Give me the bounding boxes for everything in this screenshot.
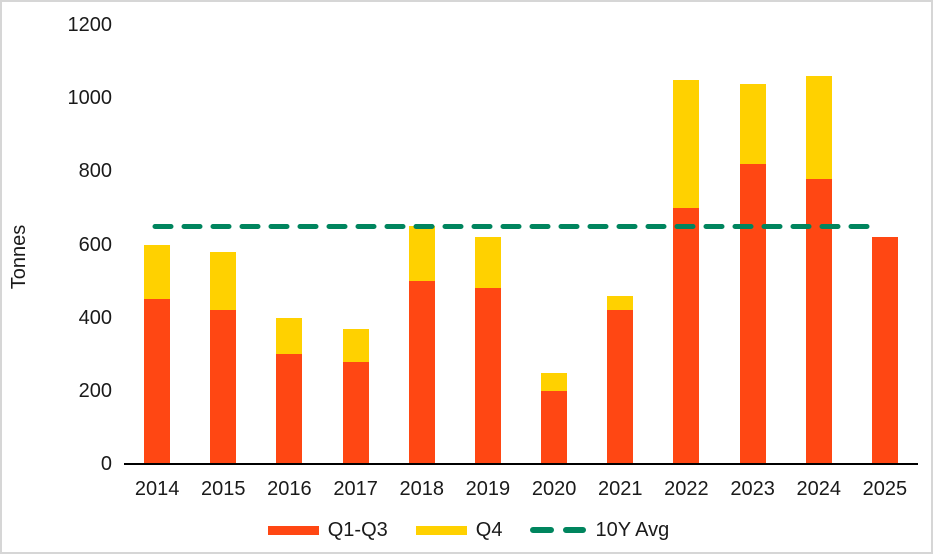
avg-line-swatch-icon — [530, 527, 587, 533]
legend-label-q4: Q4 — [475, 519, 503, 541]
x-axis-label-2022: 2022 — [664, 478, 709, 500]
bar-segment-q1-q3-2024 — [805, 178, 832, 464]
bar-segment-q4-2015 — [210, 251, 237, 311]
legend-label-10y-avg: 10Y Avg — [595, 519, 670, 541]
bar-segment-q1-q3-2017 — [342, 361, 369, 464]
x-axis-label-2015: 2015 — [201, 478, 246, 500]
bar-segment-q4-2018 — [408, 226, 435, 282]
q1-q3-swatch-icon — [267, 525, 319, 535]
legend-item-10y-avg: 10Y Avg — [530, 519, 669, 541]
y-tick-label-600: 600 — [78, 233, 112, 256]
y-tick-label-200: 200 — [78, 379, 112, 402]
q4-swatch-icon — [415, 525, 467, 535]
legend-item-q1-q3: Q1-Q3 — [267, 519, 388, 541]
bar-segment-q1-q3-2018 — [408, 281, 435, 464]
legend: Q1-Q3 Q4 10Y Avg — [2, 516, 931, 544]
bar-segment-q4-2016 — [276, 317, 303, 355]
ten-year-average-line — [152, 223, 873, 229]
x-axis-label-2019: 2019 — [465, 478, 511, 500]
bar-segment-q1-q3-2025 — [871, 237, 898, 464]
bar-segment-q4-2022 — [673, 79, 700, 208]
y-tick-label-800: 800 — [78, 160, 112, 183]
y-tick-label-1000: 1000 — [67, 87, 113, 110]
bar-segment-q1-q3-2019 — [474, 288, 501, 464]
bar-segment-q1-q3-2022 — [673, 207, 700, 464]
x-axis-label-2018: 2018 — [399, 478, 445, 500]
bar-segment-q1-q3-2021 — [607, 310, 634, 464]
bar-segment-q1-q3-2020 — [541, 390, 568, 464]
y-tick-label-0: 0 — [100, 453, 112, 475]
bar-segment-q4-2024 — [805, 76, 832, 179]
x-axis-label-2017: 2017 — [333, 478, 378, 500]
x-axis-label-2020: 2020 — [531, 478, 577, 500]
x-axis-label-2016: 2016 — [267, 478, 312, 500]
bar-segment-q1-q3-2023 — [739, 164, 766, 464]
y-axis-title: Tonnes — [7, 224, 30, 290]
bar-segment-q4-2017 — [342, 328, 369, 362]
x-axis-label-2023: 2023 — [730, 478, 775, 500]
bar-segment-q1-q3-2016 — [276, 354, 303, 464]
x-axis-label-2021: 2021 — [598, 478, 643, 500]
legend-label-q1-q3: Q1-Q3 — [327, 519, 388, 541]
bar-segment-q1-q3-2014 — [144, 299, 171, 464]
bar-segment-q4-2020 — [541, 372, 568, 391]
y-tick-label-400: 400 — [78, 306, 112, 329]
bar-segment-q4-2021 — [607, 295, 634, 311]
x-axis-label-2024: 2024 — [796, 478, 842, 500]
x-axis-label-2014: 2014 — [134, 478, 180, 500]
x-axis-line — [124, 463, 918, 465]
bar-segment-q1-q3-2015 — [210, 310, 237, 464]
bar-segment-q4-2019 — [474, 237, 501, 289]
bar-segment-q4-2023 — [739, 83, 766, 164]
x-axis-label-2025: 2025 — [862, 478, 908, 500]
bar-segment-q4-2014 — [144, 244, 171, 300]
legend-item-q4: Q4 — [415, 519, 503, 541]
y-tick-label-1200: 1200 — [67, 14, 113, 36]
